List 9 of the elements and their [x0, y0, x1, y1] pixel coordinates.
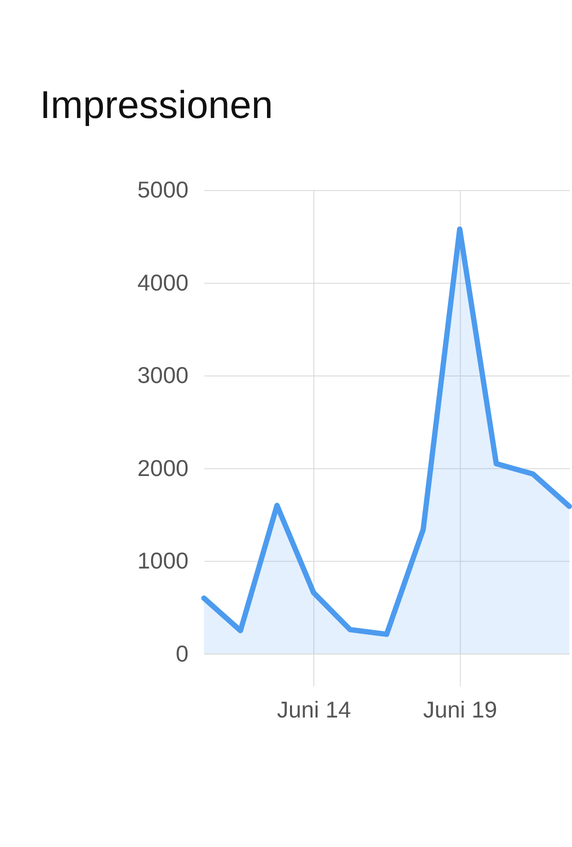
y-tick-label: 0 — [176, 640, 188, 666]
y-tick-label: 4000 — [137, 269, 188, 296]
y-tick-label: 1000 — [137, 548, 188, 574]
y-tick-label: 5000 — [137, 176, 188, 203]
x-tick-label: Juni 19 — [423, 696, 498, 723]
x-tick-label: Juni 14 — [277, 696, 352, 723]
chart-title: Impressionen — [40, 84, 273, 127]
y-tick-label: 3000 — [137, 362, 188, 388]
y-tick-label: 2000 — [137, 454, 188, 481]
